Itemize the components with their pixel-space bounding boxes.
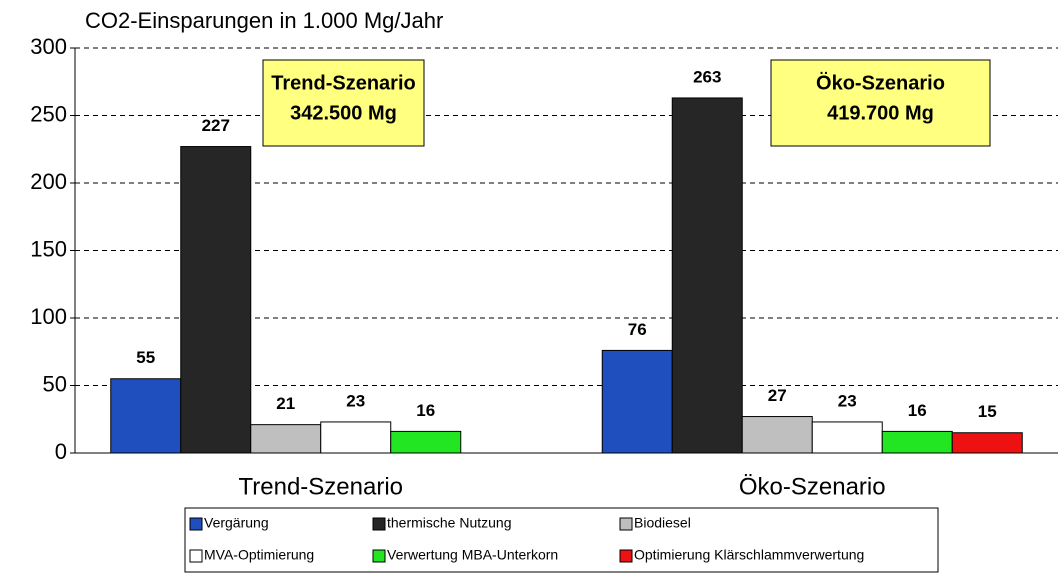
bar: [741, 416, 813, 454]
legend-swatch: [189, 517, 203, 531]
bar: [250, 424, 322, 454]
legend-swatch: [372, 549, 386, 563]
y-tick-label: 50: [43, 371, 67, 396]
y-tick-label: 100: [30, 304, 67, 329]
annotation-text: Öko-Szenario: [816, 71, 945, 94]
data-label: 16: [908, 401, 927, 420]
legend-label: MVA-Optimierung: [204, 547, 314, 563]
annotation-box: [262, 59, 425, 147]
data-label: 76: [628, 320, 647, 339]
legend-label: Biodiesel: [634, 515, 691, 531]
legend-label: thermische Nutzung: [387, 515, 512, 531]
bar: [881, 430, 953, 454]
data-label: 227: [202, 116, 230, 135]
data-label: 23: [346, 391, 365, 410]
data-label: 55: [136, 348, 155, 367]
data-label: 263: [693, 67, 721, 86]
legend-swatch: [189, 549, 203, 563]
data-label: 16: [416, 401, 435, 420]
legend-swatch: [619, 517, 633, 531]
data-label: 23: [838, 391, 857, 410]
chart-title: CO2-Einsparungen in 1.000 Mg/Jahr: [85, 8, 443, 33]
y-tick-label: 150: [30, 236, 67, 261]
legend-swatch: [619, 549, 633, 563]
y-tick-label: 200: [30, 169, 67, 194]
bar: [320, 421, 392, 454]
legend-box: [184, 507, 939, 573]
bar: [390, 430, 462, 454]
bar: [601, 349, 673, 454]
bar: [811, 421, 883, 454]
data-label: 27: [768, 386, 787, 405]
x-tick-label: Trend-Szenario: [238, 473, 403, 500]
bar: [110, 378, 182, 454]
legend-label: Verwertung MBA-Unterkorn: [387, 547, 558, 563]
legend-label: Vergärung: [204, 515, 269, 531]
annotation-text: 342.500 Mg: [290, 102, 397, 124]
x-tick-label: Öko-Szenario: [739, 473, 886, 500]
bar: [951, 432, 1023, 454]
annotation-box: [770, 59, 991, 147]
y-tick-label: 0: [55, 439, 67, 464]
bar: [180, 146, 252, 454]
data-label: 15: [978, 402, 997, 421]
data-label: 21: [276, 394, 295, 413]
annotation-text: Trend-Szenario: [271, 72, 415, 94]
y-tick-label: 250: [30, 101, 67, 126]
annotation-text: 419.700 Mg: [827, 102, 934, 124]
y-tick-label: 300: [30, 34, 67, 59]
bar: [671, 97, 743, 454]
legend-swatch: [372, 517, 386, 531]
legend-label: Optimierung Klärschlammverwertung: [634, 547, 864, 563]
